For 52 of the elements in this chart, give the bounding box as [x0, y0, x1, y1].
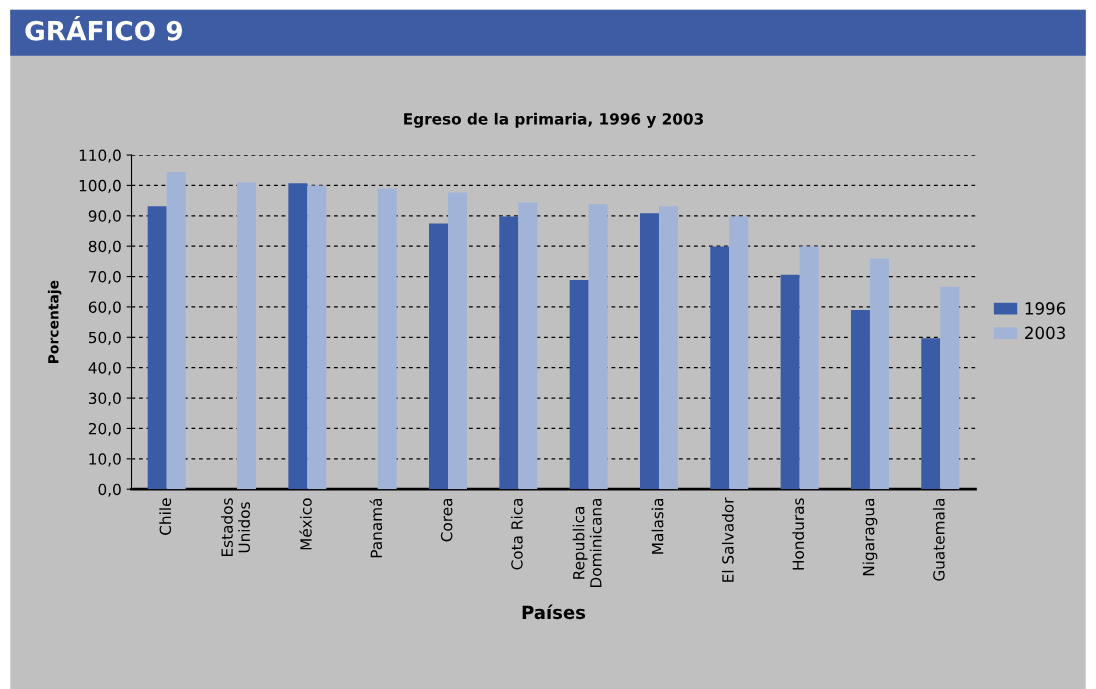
- bar: [639, 213, 659, 490]
- bar: [447, 192, 467, 490]
- x-tick-label: México: [299, 498, 312, 550]
- y-tick-label: 90,0: [88, 210, 121, 224]
- bar: [921, 338, 941, 490]
- x-tick-label: El Salvador: [721, 497, 734, 582]
- bar: [658, 206, 678, 490]
- bar: [499, 216, 519, 490]
- bar: [799, 246, 819, 490]
- text: GRÁFICO 9: [25, 15, 183, 41]
- x-axis-title: Países: [522, 604, 586, 620]
- y-tick-label: 20,0: [88, 422, 121, 437]
- bar: [869, 258, 889, 490]
- x-tick-label: Chile: [159, 498, 172, 535]
- bar: [588, 204, 608, 490]
- y-tick-label: 40,0: [88, 362, 121, 376]
- x-tick-label: Estados Unidos: [221, 498, 250, 556]
- bar: [940, 286, 960, 490]
- bar: [166, 172, 186, 490]
- bar: [288, 183, 308, 490]
- x-tick-label: Malasia: [651, 498, 664, 554]
- y-tick-label: 10,0: [89, 453, 121, 467]
- bar: [429, 223, 448, 490]
- y-tick-label: 110,0: [79, 149, 121, 163]
- bar: [307, 185, 327, 490]
- bar: [780, 274, 800, 490]
- x-tick-label: Honduras: [792, 498, 805, 570]
- bar: [518, 202, 538, 490]
- y-tick-label: 80,0: [88, 240, 121, 254]
- bar: [377, 188, 397, 490]
- x-tick-label: Cota Rica: [510, 498, 523, 570]
- y-tick-label: 100,0: [79, 179, 121, 193]
- x-tick-label: Panamá: [369, 498, 383, 558]
- x-tick-label: Republica Dominicana: [572, 498, 602, 587]
- bar: [729, 216, 749, 490]
- bar: [237, 182, 256, 490]
- bar: [850, 309, 870, 490]
- y-tick-label: 0,0: [98, 483, 121, 497]
- x-tick-label: Corea: [440, 498, 453, 542]
- bar: [147, 206, 167, 490]
- chart-title: Egreso de la primaria, 1996 y 2003: [404, 112, 703, 128]
- legend-label: 2003: [1025, 326, 1065, 340]
- legend-label: 1996: [1025, 302, 1066, 315]
- x-tick-label: Guatemala: [932, 498, 945, 581]
- y-tick-label: 70,0: [89, 271, 121, 285]
- bar: [569, 279, 589, 490]
- y-tick-label: 60,0: [88, 301, 121, 315]
- y-axis-title: Porcentaje: [47, 280, 62, 363]
- y-tick-label: 50,0: [88, 331, 121, 345]
- bar: [710, 246, 730, 490]
- y-tick-label: 30,0: [88, 392, 121, 406]
- x-tick-label: Nigaragua: [862, 498, 878, 576]
